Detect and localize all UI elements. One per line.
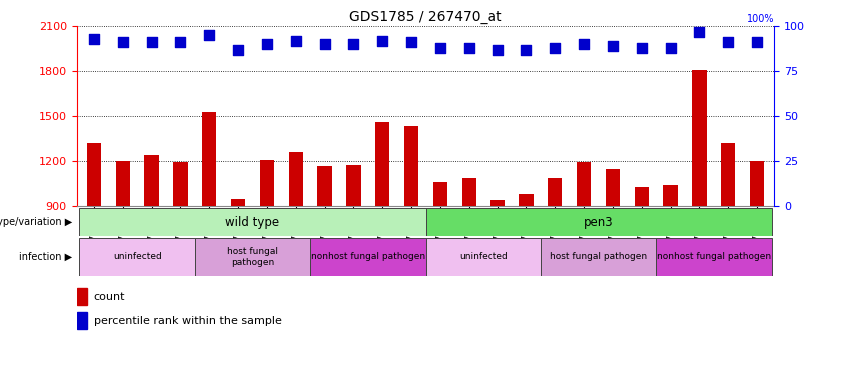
Point — [664, 45, 677, 51]
Point — [260, 41, 274, 47]
Text: count: count — [94, 292, 125, 302]
Bar — [77, 312, 88, 329]
Text: wild type: wild type — [226, 216, 279, 229]
Bar — [79, 208, 426, 236]
Bar — [174, 162, 187, 206]
Text: host fungal
pathogen: host fungal pathogen — [227, 247, 278, 267]
Bar — [635, 188, 649, 206]
Bar — [721, 143, 735, 206]
Point — [145, 39, 158, 45]
Point — [346, 41, 360, 47]
Bar — [750, 161, 764, 206]
Bar — [404, 126, 419, 206]
Bar — [577, 162, 591, 206]
Text: uninfected: uninfected — [113, 252, 162, 261]
Bar — [116, 161, 130, 206]
Bar — [260, 160, 274, 206]
Point — [375, 38, 389, 44]
Point — [606, 43, 620, 49]
Bar — [519, 194, 534, 206]
Text: nonhost fungal pathogen: nonhost fungal pathogen — [311, 252, 425, 261]
Bar — [606, 169, 620, 206]
Bar — [231, 199, 245, 206]
Bar — [79, 238, 195, 276]
Bar — [490, 200, 505, 206]
Text: percentile rank within the sample: percentile rank within the sample — [94, 316, 282, 326]
Point — [577, 41, 591, 47]
Point — [231, 46, 245, 53]
Point — [462, 45, 476, 51]
Bar — [288, 152, 303, 206]
Bar — [375, 122, 390, 206]
Text: genotype/variation ▶: genotype/variation ▶ — [0, 217, 72, 227]
Point — [722, 39, 735, 45]
Bar — [426, 208, 772, 236]
Point — [520, 46, 534, 53]
Bar — [317, 166, 332, 206]
Text: host fungal pathogen: host fungal pathogen — [550, 252, 647, 261]
Text: uninfected: uninfected — [459, 252, 507, 261]
Point — [116, 39, 129, 45]
Bar — [145, 155, 159, 206]
Bar — [195, 238, 310, 276]
Bar — [87, 143, 101, 206]
Bar — [692, 70, 706, 206]
Point — [174, 39, 187, 45]
Bar — [77, 288, 88, 305]
Bar — [664, 185, 677, 206]
Text: pen3: pen3 — [584, 216, 614, 229]
Point — [289, 38, 303, 44]
Bar — [202, 112, 216, 206]
Point — [203, 32, 216, 38]
Point — [635, 45, 648, 51]
Point — [433, 45, 447, 51]
Bar — [310, 238, 426, 276]
Point — [751, 39, 764, 45]
Point — [317, 41, 331, 47]
Point — [404, 39, 418, 45]
Text: infection ▶: infection ▶ — [20, 252, 72, 262]
Bar — [461, 178, 476, 206]
Point — [87, 36, 100, 42]
Title: GDS1785 / 267470_at: GDS1785 / 267470_at — [349, 10, 502, 24]
Bar — [656, 238, 772, 276]
Point — [548, 45, 562, 51]
Point — [693, 28, 706, 34]
Point — [491, 46, 505, 53]
Bar — [346, 165, 361, 206]
Text: nonhost fungal pathogen: nonhost fungal pathogen — [657, 252, 771, 261]
Bar — [432, 182, 447, 206]
Text: 100%: 100% — [747, 15, 774, 24]
Bar — [548, 178, 563, 206]
Bar — [426, 238, 541, 276]
Bar — [541, 238, 656, 276]
